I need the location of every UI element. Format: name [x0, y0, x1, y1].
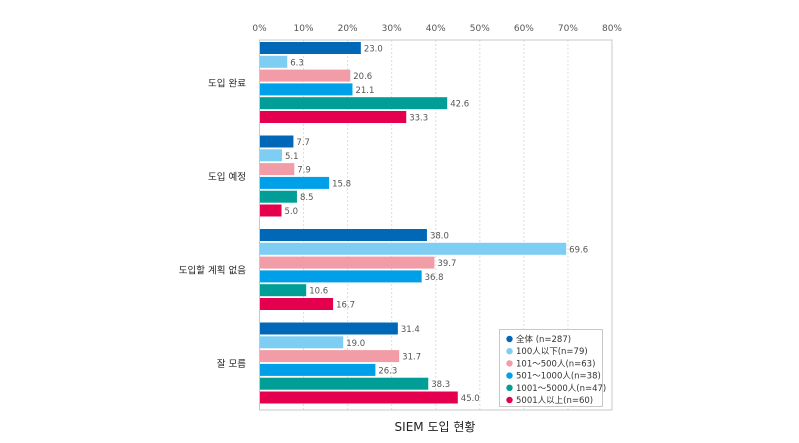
bar: [259, 270, 422, 283]
bar: [259, 298, 334, 310]
x-tick-label: 40%: [426, 24, 446, 34]
value-label: 5.0: [285, 207, 299, 217]
legend-entry: 501～1000人(n=38): [516, 372, 601, 382]
bars: 23.0 6.3 20.6 21.1 42.6 33.3 7.7 5.1 7.9 15.8 8.55…: [259, 42, 588, 404]
value-label: 15.8: [332, 179, 351, 189]
plot-frame: [259, 39, 613, 411]
value-label: 23.0: [364, 45, 383, 55]
value-label: 20.6: [353, 72, 372, 82]
value-label: 7.7: [296, 138, 310, 148]
bar: [259, 377, 429, 390]
legend-entry: 全体 (n=287): [516, 334, 571, 345]
chart-title: SIEM 도입 현황: [395, 420, 476, 434]
value-label: 19.0: [346, 339, 365, 349]
value-label: 31.4: [401, 325, 420, 335]
bar: [259, 42, 361, 54]
bar: [259, 190, 297, 203]
value-label: 10.6: [309, 287, 328, 297]
bar: [259, 111, 407, 123]
category-label: 도입할 계획 없음: [179, 264, 246, 276]
bar: [259, 83, 353, 96]
legend-marker: [506, 384, 513, 391]
x-tick-label: 20%: [338, 24, 358, 34]
value-label: 21.1: [355, 86, 374, 96]
x-tick-label: 0%: [252, 24, 267, 34]
legend-entry: 100人以下(n=79): [516, 347, 588, 357]
legend: 全体 (n=287) 100人以下(n=79) 101～500人(n=63) 501～…: [499, 329, 606, 407]
legend-marker: [506, 335, 513, 343]
value-label: 38.3: [431, 380, 450, 390]
legend-entry: 1001～5000人(n=47): [516, 384, 606, 394]
legend-marker: [506, 396, 513, 404]
value-label: 38.0: [430, 232, 449, 242]
legend-marker: [506, 372, 513, 379]
x-tick-label: 10%: [294, 24, 314, 34]
bar: [259, 391, 458, 404]
value-label: 36.8: [425, 273, 444, 283]
category-label: 도입 예정: [208, 171, 246, 183]
value-label: 69.6: [569, 245, 588, 255]
legend-marker: [506, 348, 513, 355]
bar: [259, 284, 307, 297]
x-tick-label: 30%: [382, 24, 402, 34]
value-label: 31.7: [402, 353, 421, 363]
legend-entry: 101～500人(n=63): [516, 359, 595, 369]
x-tick-label: 50%: [470, 24, 490, 34]
bar: [259, 176, 330, 189]
value-label: 26.3: [378, 366, 397, 376]
value-label: 45.0: [461, 394, 480, 404]
bar: [259, 135, 294, 148]
bar: [259, 242, 567, 255]
x-tick-label: 70%: [558, 24, 578, 34]
category-label: 잘 모름: [217, 358, 246, 370]
bar: [259, 69, 351, 82]
value-label: 42.6: [450, 100, 469, 110]
value-label: 6.3: [290, 58, 304, 68]
bar: [259, 363, 376, 376]
legend-marker: [506, 360, 513, 367]
value-label: 8.5: [300, 193, 314, 203]
bar: [259, 149, 282, 162]
bar: [259, 55, 288, 68]
value-label: 33.3: [409, 114, 428, 124]
x-axis-ticks: 0% 10% 20% 30% 40% 50% 60% 70% 80%: [252, 24, 622, 34]
value-label: 16.7: [336, 301, 355, 311]
category-label: 도입 완료: [208, 77, 246, 89]
bar: [259, 336, 344, 349]
value-label: 5.1: [285, 152, 299, 162]
value-label: 39.7: [437, 259, 456, 269]
bar: [259, 350, 400, 363]
bar: [259, 204, 282, 217]
bar: [259, 256, 435, 269]
bar: [259, 97, 448, 110]
bar: [259, 322, 398, 335]
value-label: 7.9: [297, 166, 311, 176]
x-tick-label: 60%: [514, 24, 534, 34]
bar: [259, 163, 295, 176]
legend-entry: 5001人以上(n=60): [516, 396, 593, 406]
x-tick-label: 80%: [602, 24, 622, 34]
legend-box: [499, 329, 603, 407]
bar: [259, 229, 427, 241]
